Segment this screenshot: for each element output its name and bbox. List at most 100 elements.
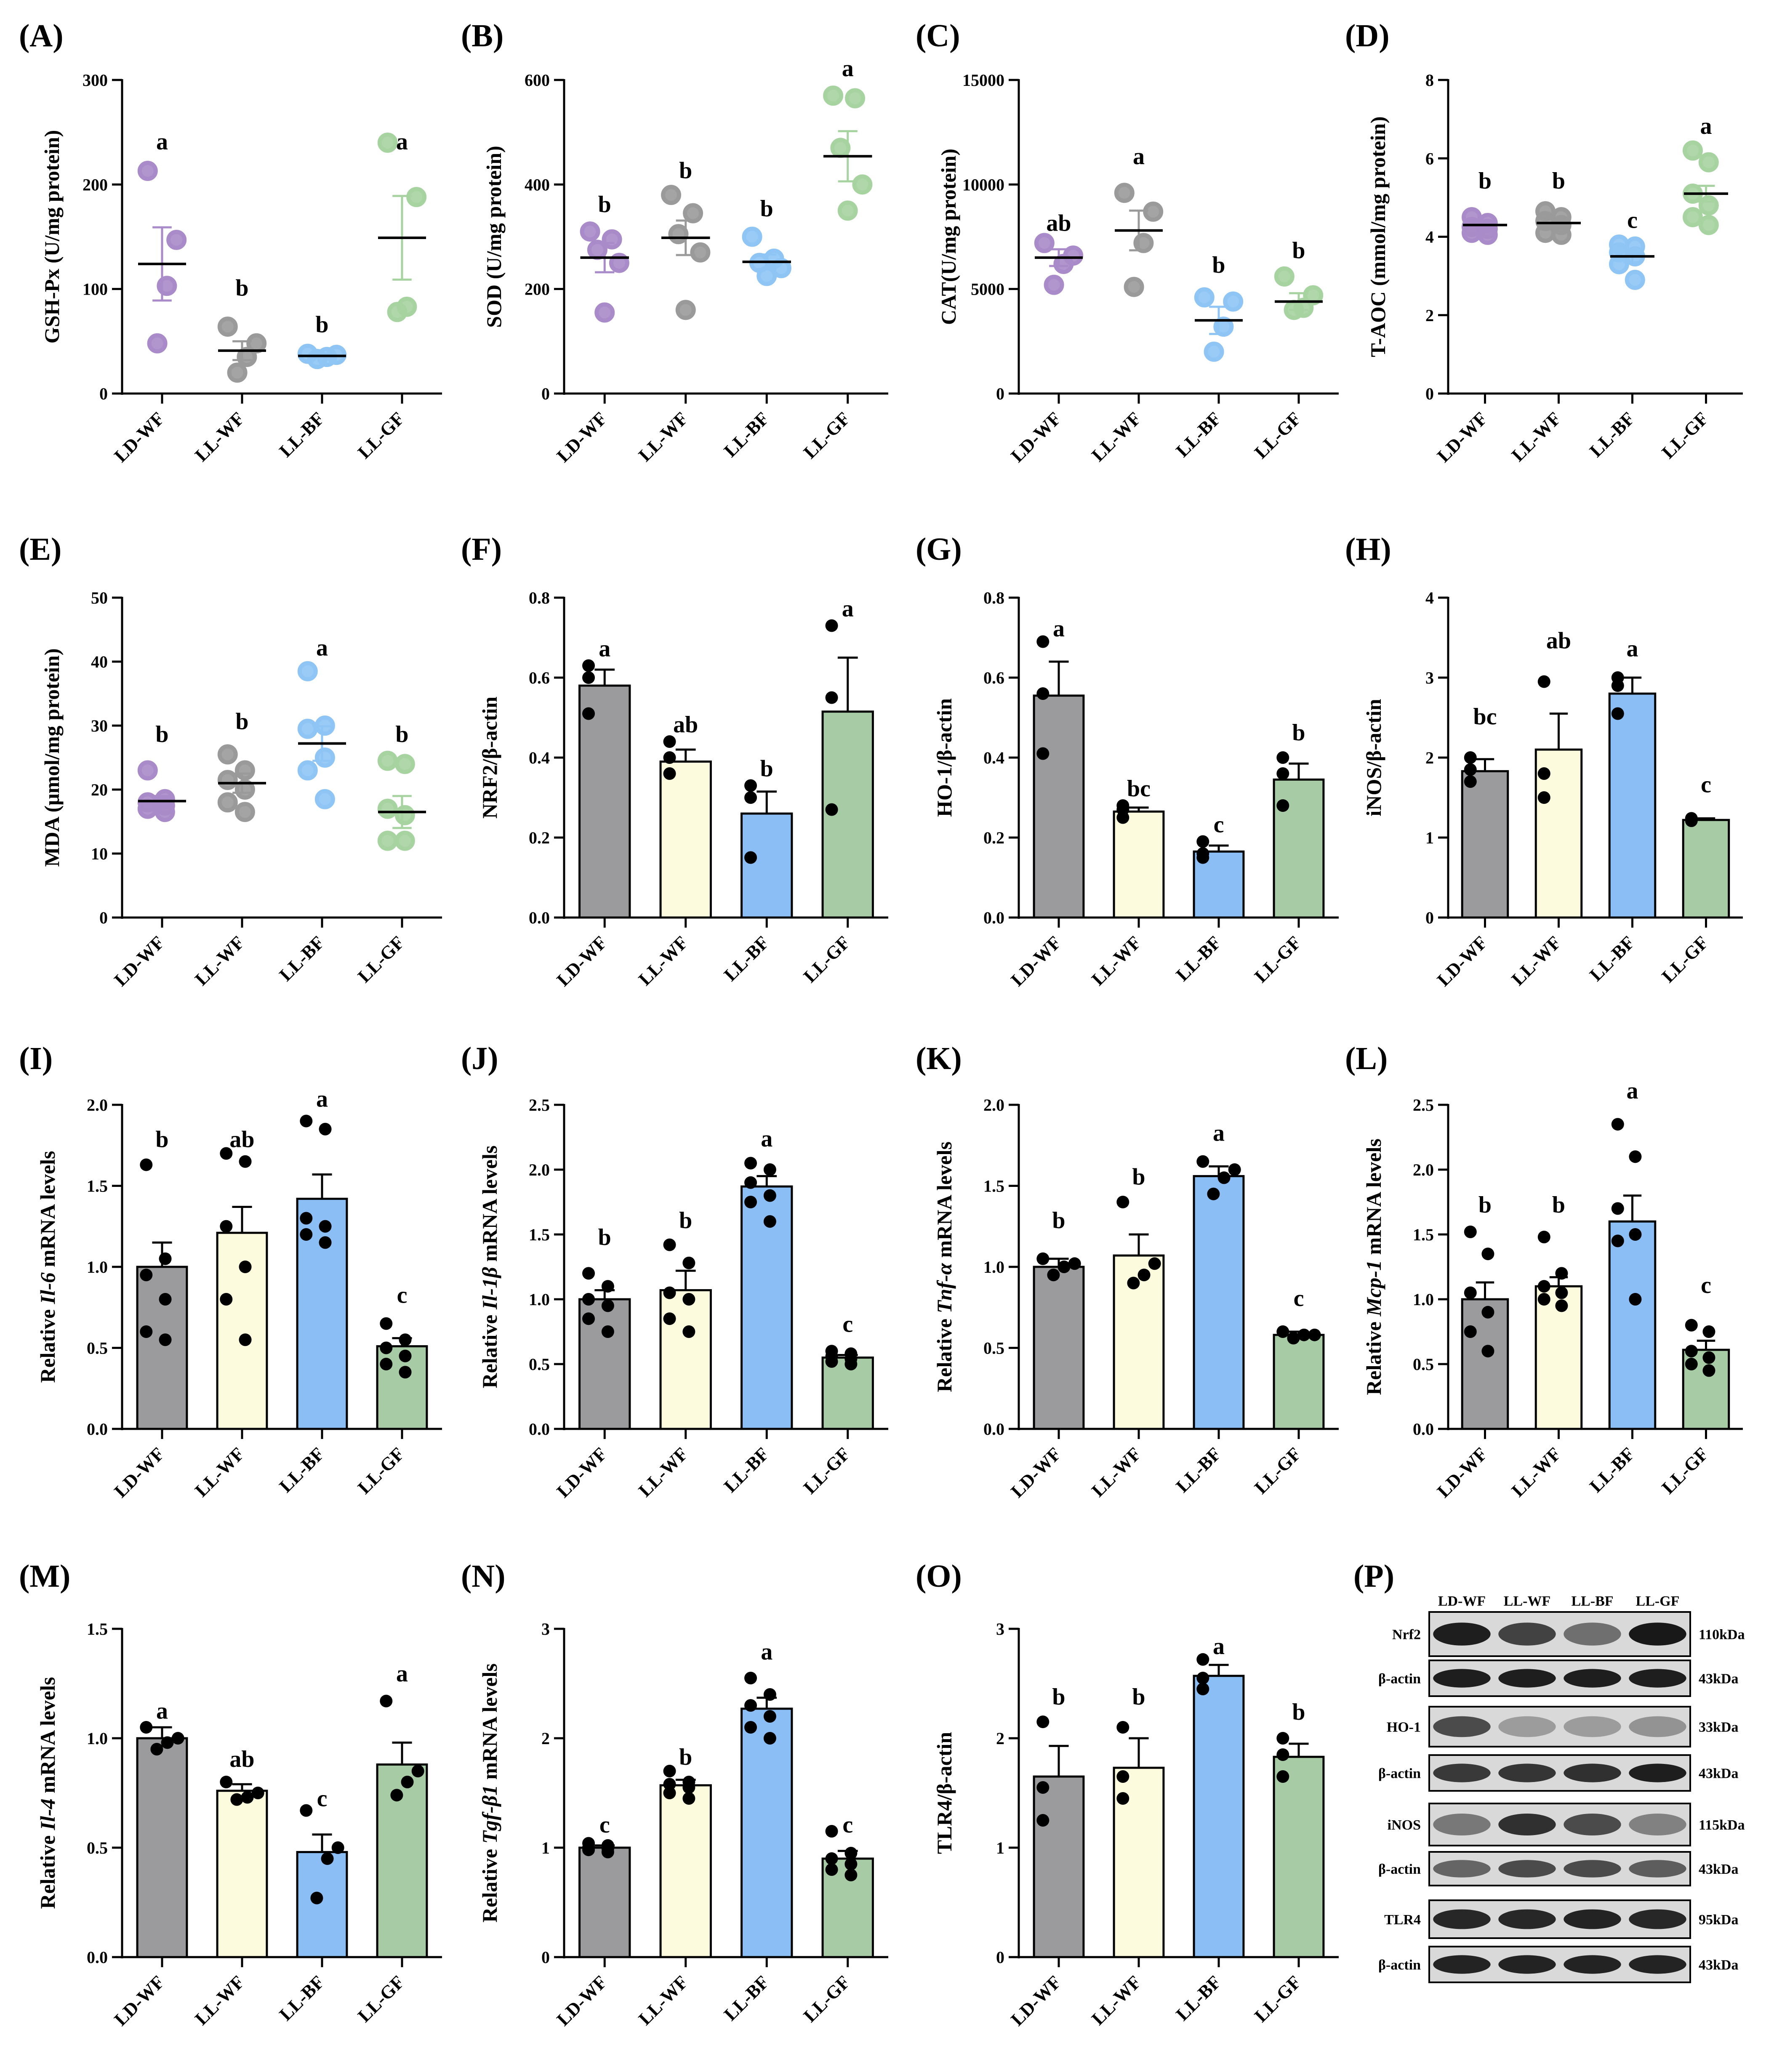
y-axis-label-part: mRNA levels	[478, 1146, 501, 1267]
panel-label: (J)	[461, 1041, 498, 1076]
bar	[578, 1846, 631, 1958]
blot-kda-label: 95kDa	[1699, 1912, 1738, 1928]
x-tick-label: LD-WF	[1433, 1443, 1491, 1501]
y-axis-label-part: TLR4/β-actin	[932, 1732, 956, 1854]
data-point	[377, 133, 398, 153]
data-point	[1555, 1299, 1568, 1312]
bar	[296, 1851, 348, 1958]
blot-band	[1433, 1814, 1491, 1835]
y-tick-label: 600	[525, 71, 550, 90]
x-tick-label: LL-WF	[191, 932, 248, 989]
significance-letter: a	[1213, 1633, 1225, 1660]
data-point	[234, 802, 255, 822]
significance-letter: a	[1133, 144, 1145, 170]
blot-band	[1498, 1814, 1556, 1835]
data-point	[825, 619, 838, 632]
data-point	[682, 1792, 695, 1805]
x-tick-label: LL-BF	[720, 932, 773, 985]
x-tick-label: LL-BF	[275, 932, 328, 985]
panel-label: (E)	[19, 532, 61, 567]
x-tick-label: LD-WF	[1007, 408, 1065, 466]
bar	[1682, 819, 1730, 919]
y-axis-label-part: Relative	[478, 1309, 501, 1388]
panel-j: (J) 0.0 0.5 1.0 1.5 2.0 2.5 Relative Il-1β mRNA…	[461, 1041, 888, 1502]
data-point	[1611, 1234, 1624, 1247]
data-point	[668, 224, 689, 245]
data-point	[1036, 1814, 1049, 1827]
y-tick-label: 0.0	[87, 1948, 108, 1967]
data-point	[230, 1793, 243, 1806]
y-tick-label: 400	[525, 175, 550, 194]
data-point	[1196, 1155, 1209, 1168]
y-tick-label: 0.8	[983, 588, 1004, 607]
bar	[216, 1790, 268, 1958]
y-axis-label-part: mRNA levels	[478, 1663, 501, 1785]
data-point	[744, 1672, 757, 1684]
data-point	[582, 1293, 595, 1306]
blot-band	[1498, 1622, 1556, 1646]
data-point	[1116, 1770, 1129, 1783]
data-point	[1124, 277, 1144, 297]
significance-letter: b	[598, 1224, 611, 1250]
data-point	[1537, 791, 1550, 804]
x-tick-label: LL-WF	[191, 1971, 248, 2029]
panel-label: (C)	[916, 18, 960, 53]
data-point	[150, 1743, 163, 1755]
blot-kda-label: 33kDa	[1699, 1720, 1738, 1735]
y-tick-label: 20	[91, 780, 108, 799]
significance-letter: a	[316, 1086, 328, 1112]
data-point	[380, 1694, 393, 1708]
y-tick-label: 0.0	[529, 1420, 550, 1439]
data-point	[1276, 1748, 1289, 1761]
data-point	[1464, 775, 1477, 788]
y-tick-label: 0	[996, 1948, 1004, 1967]
data-point	[1702, 1325, 1715, 1338]
blot-band	[1498, 1955, 1556, 1974]
data-point	[1464, 1225, 1477, 1238]
x-tick-label: LL-GF	[354, 1971, 408, 2026]
data-point	[1276, 799, 1289, 812]
panel-label: (L)	[1345, 1041, 1388, 1076]
blot-band	[1433, 1669, 1491, 1688]
data-point	[582, 1312, 595, 1325]
x-tick-label: LL-GF	[354, 408, 408, 463]
x-tick-label: LL-GF	[799, 408, 854, 463]
y-tick-label: 0	[541, 1948, 550, 1967]
data-point	[756, 266, 777, 286]
blot-band	[1629, 1909, 1686, 1929]
blot-kda-label: 43kDa	[1699, 1671, 1738, 1687]
x-tick-label: LD-WF	[553, 1443, 611, 1501]
blot-band	[1629, 1669, 1686, 1688]
y-axis-label: GSH-Px (U/mg protein)	[40, 130, 64, 343]
data-point	[601, 1325, 614, 1338]
data-point	[217, 792, 238, 813]
blot-band	[1433, 1622, 1491, 1646]
data-point	[1685, 1319, 1698, 1332]
data-point	[140, 1269, 153, 1282]
blot-row-0: Nrf2 110kDa	[1392, 1611, 1745, 1657]
significance-letter: b	[1132, 1684, 1145, 1710]
data-point	[1276, 1732, 1289, 1745]
y-tick-label: 10	[91, 844, 108, 863]
significance-letter: b	[155, 1127, 168, 1153]
data-point	[1194, 287, 1215, 308]
blot-band	[1629, 1716, 1686, 1737]
x-tick-label: LL-BF	[275, 408, 328, 461]
panel-a: (A) 0 100 200 300 GSH-Px (U/mg protein) LD-WF L…	[19, 18, 442, 466]
data-point	[241, 1791, 254, 1804]
data-point	[394, 754, 415, 774]
data-point	[399, 1333, 412, 1346]
y-axis-label-part: iNOS/β-actin	[1362, 699, 1385, 816]
x-tick-label: LL-GF	[1658, 932, 1713, 987]
blot-protein-label: HO-1	[1387, 1720, 1421, 1735]
significance-letter: a	[1627, 636, 1638, 662]
data-point	[1137, 1269, 1151, 1282]
data-point	[1116, 1196, 1129, 1208]
blot-row-7: β-actin 43kDa	[1378, 1946, 1738, 1983]
bar	[1033, 694, 1085, 919]
significance-letter: b	[1292, 720, 1305, 746]
data-point	[744, 1721, 757, 1734]
x-tick-label: LL-BF	[720, 408, 773, 461]
y-tick-label: 0.4	[529, 748, 550, 767]
data-point	[1464, 1325, 1477, 1338]
